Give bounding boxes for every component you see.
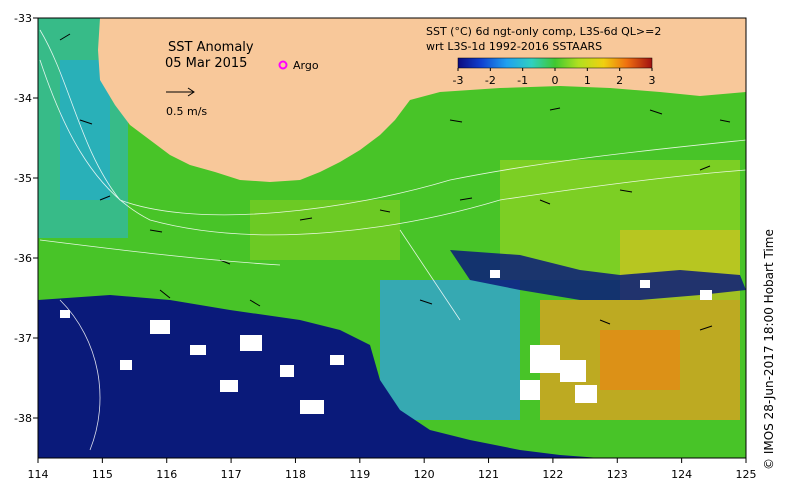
no-data-region [450, 250, 746, 300]
current-vectors [59, 33, 731, 331]
anomaly-patch [250, 200, 400, 260]
colorbar-tick-label: -2 [485, 74, 496, 87]
x-tick-label: 125 [736, 468, 757, 481]
credit-text: © IMOS 28-Jun-2017 18:00 Hobart Time [762, 229, 776, 470]
argo-marker-icon [278, 60, 288, 70]
anomaly-patch [600, 330, 680, 390]
x-tick-label: 124 [671, 468, 692, 481]
y-tick-label: -38 [14, 412, 32, 425]
scale-label: 0.5 m/s [166, 105, 207, 118]
y-tick-label: -37 [14, 332, 32, 345]
y-tick-label: -33 [14, 12, 32, 25]
y-axis: -33 -34 -35 -36 -37 -38 [14, 12, 38, 425]
colorbar-ticks: -3 -2 -1 0 1 2 3 [453, 68, 656, 87]
product-line-1: SST (°C) 6d ngt-only comp, L3S-6d QL>=2 [426, 25, 661, 38]
y-tick-label: -35 [14, 172, 32, 185]
colorbar-tick-label: 1 [584, 74, 591, 87]
map-title: SST Anomaly [168, 40, 254, 55]
x-tick-label: 119 [349, 468, 370, 481]
cloud-mask [60, 270, 712, 414]
x-tick-label: 115 [92, 468, 113, 481]
plot-border [37, 17, 747, 459]
argo-label: Argo [293, 59, 319, 72]
colorbar-tick-label: 0 [552, 74, 559, 87]
colorbar-tick-label: -3 [453, 74, 464, 87]
x-tick-label: 118 [285, 468, 306, 481]
y-tick-label: -34 [14, 92, 32, 105]
colorbar-tick-label: 3 [649, 74, 656, 87]
anomaly-patch [380, 280, 520, 420]
x-axis: 114 115 116 117 118 119 120 121 122 123 124 125 [28, 458, 757, 481]
x-tick-label: 123 [607, 468, 628, 481]
x-tick-label: 117 [221, 468, 242, 481]
scale-arrow-icon [166, 87, 195, 97]
map-date: 05 Mar 2015 [165, 56, 247, 71]
x-tick-label: 121 [478, 468, 499, 481]
x-tick-label: 114 [28, 468, 49, 481]
y-tick-label: -36 [14, 252, 32, 265]
no-data-region [38, 295, 600, 458]
x-tick-label: 116 [156, 468, 177, 481]
colorbar [457, 57, 653, 69]
map-plot-area [38, 18, 746, 458]
colorbar-tick-label: -1 [517, 74, 528, 87]
colorbar-tick-label: 2 [616, 74, 623, 87]
product-line-2: wrt L3S-1d 1992-2016 SSTAARS [426, 40, 602, 53]
contour-lines [39, 29, 746, 451]
x-tick-label: 122 [542, 468, 563, 481]
x-tick-label: 120 [414, 468, 435, 481]
